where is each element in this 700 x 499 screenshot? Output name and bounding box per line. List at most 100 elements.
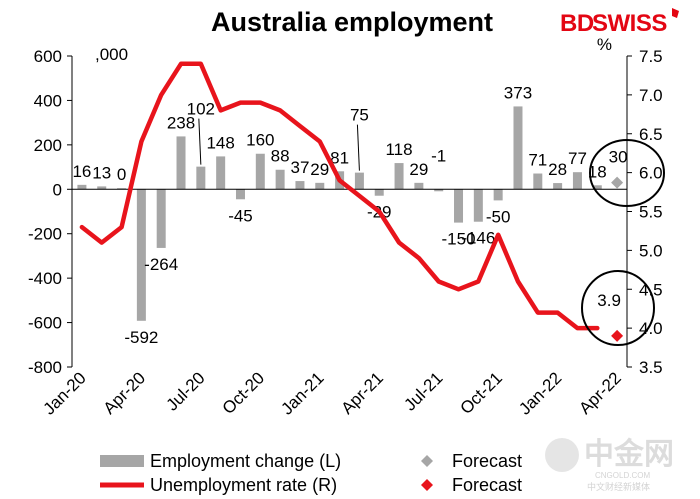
employment-data-label: -1: [431, 146, 446, 165]
forecast-markers: 303.9: [597, 148, 628, 342]
employment-data-label: 71: [528, 151, 547, 170]
watermark-name: 中金网: [584, 437, 674, 472]
legend-rate-forecast-label: Forecast: [452, 475, 522, 495]
employment-data-label: 118: [385, 140, 412, 159]
right-tick-label: 7.5: [639, 47, 663, 66]
legend: Employment change (L) Forecast Unemploym…: [100, 451, 522, 495]
employment-data-label: 29: [310, 160, 329, 179]
employment-bar: [513, 106, 523, 190]
legend-employment-forecast-marker-icon: [421, 455, 433, 467]
right-tick-label: 5.5: [639, 203, 663, 222]
legend-rate-label: Unemployment rate (R): [150, 475, 337, 495]
employment-data-label: 18: [588, 162, 607, 181]
rate-forecast-label: 3.9: [597, 291, 621, 310]
employment-bar: [117, 188, 127, 190]
employment-data-label: 0: [117, 165, 126, 184]
employment-data-label: 28: [548, 160, 567, 179]
employment-data-label: 148: [206, 133, 234, 152]
employment-data-label: 16: [72, 162, 91, 181]
left-tick-label: 400: [34, 91, 62, 110]
employment-data-label: -146: [461, 229, 495, 248]
employment-bar: [315, 182, 325, 190]
watermark-logo-icon: [545, 438, 579, 472]
data-label-leader: [198, 118, 202, 165]
employment-bar: [216, 156, 226, 190]
brand-logo-mark-icon: [672, 8, 679, 18]
employment-bar: [136, 189, 146, 321]
x-tick-label: Apr-22: [575, 368, 625, 418]
employment-bar: [235, 189, 245, 200]
employment-bar: [354, 172, 364, 190]
employment-bars: [77, 106, 602, 321]
x-tick-label: Oct-21: [456, 368, 506, 418]
employment-bar: [97, 186, 107, 190]
legend-employment-swatch: [100, 455, 144, 467]
x-tick-label: Jan-22: [515, 368, 565, 418]
employment-data-label: -264: [144, 255, 178, 274]
legend-employment-label: Employment change (L): [150, 451, 341, 471]
employment-forecast-label: 30: [609, 148, 628, 167]
employment-bar: [176, 136, 186, 190]
employment-data-label: 77: [568, 149, 587, 168]
right-tick-label: 4.5: [639, 280, 663, 299]
left-tick-label: -800: [28, 358, 62, 377]
employment-data-label: 29: [409, 160, 428, 179]
employment-data-label: -45: [228, 206, 253, 225]
chart-title: Australia employment: [211, 7, 493, 37]
forecast-employment-highlight-circle: [589, 139, 665, 207]
left-tick-label: -400: [28, 269, 62, 288]
brand-logo-swiss: SWISS: [592, 10, 667, 37]
brand-logo: BD SWISS: [560, 8, 679, 37]
left-tick-label: 0: [53, 180, 62, 199]
right-tick-label: 6.0: [639, 164, 663, 183]
right-axis-unit: %: [597, 35, 612, 54]
x-tick-label: Apr-20: [100, 368, 150, 418]
employment-bar: [77, 184, 87, 190]
employment-data-label: 373: [504, 83, 532, 102]
employment-bar: [572, 172, 582, 190]
x-tick-label: Jul-21: [400, 368, 446, 414]
rate-forecast-marker: [611, 329, 624, 342]
employment-data-label: 238: [167, 113, 195, 132]
employment-bar: [553, 183, 563, 190]
employment-data-label: 102: [187, 100, 215, 119]
right-tick-label: 6.5: [639, 125, 663, 144]
left-tick-label: 600: [34, 47, 62, 66]
employment-data-label: -150: [442, 230, 476, 249]
employment-bar: [156, 189, 166, 248]
right-tick-label: 5.0: [639, 241, 663, 260]
employment-data-label: 160: [246, 131, 274, 150]
employment-bar: [255, 153, 265, 190]
employment-forecast-marker: [611, 176, 624, 189]
employment-bar: [434, 189, 444, 192]
x-tick-label: Oct-20: [219, 368, 269, 418]
legend-rate-forecast-marker-icon: [421, 479, 433, 491]
employment-bar: [592, 185, 602, 190]
employment-data-label: 37: [290, 158, 309, 177]
employment-data-label: -592: [124, 328, 158, 347]
right-axis-ticks: 7.57.06.56.05.55.04.54.03.5: [627, 47, 663, 377]
right-tick-label: 3.5: [639, 358, 663, 377]
employment-bar: [414, 182, 424, 190]
employment-bar: [295, 181, 305, 190]
employment-bar: [493, 189, 503, 201]
employment-data-label: -50: [486, 207, 511, 226]
left-tick-label: -600: [28, 314, 62, 333]
left-axis-unit: ,000: [95, 45, 128, 64]
employment-bar: [196, 166, 206, 190]
watermark-tagline: 中文财经新媒体: [587, 481, 650, 493]
left-tick-label: 200: [34, 136, 62, 155]
employment-bar: [473, 189, 483, 222]
x-tick-label: Apr-21: [338, 368, 388, 418]
left-tick-label: -200: [28, 225, 62, 244]
x-tick-label: Jul-20: [162, 368, 208, 414]
forecast-rate-highlight-circle: [581, 270, 655, 346]
employment-bar: [454, 189, 464, 223]
watermark: 中金网 CNGOLD.COM 中文财经新媒体: [545, 437, 674, 493]
employment-data-label: 75: [350, 106, 369, 125]
employment-data-label: 81: [330, 148, 349, 167]
legend-employment-forecast-label: Forecast: [452, 451, 522, 471]
employment-bar: [533, 173, 543, 190]
employment-bar: [394, 163, 404, 190]
